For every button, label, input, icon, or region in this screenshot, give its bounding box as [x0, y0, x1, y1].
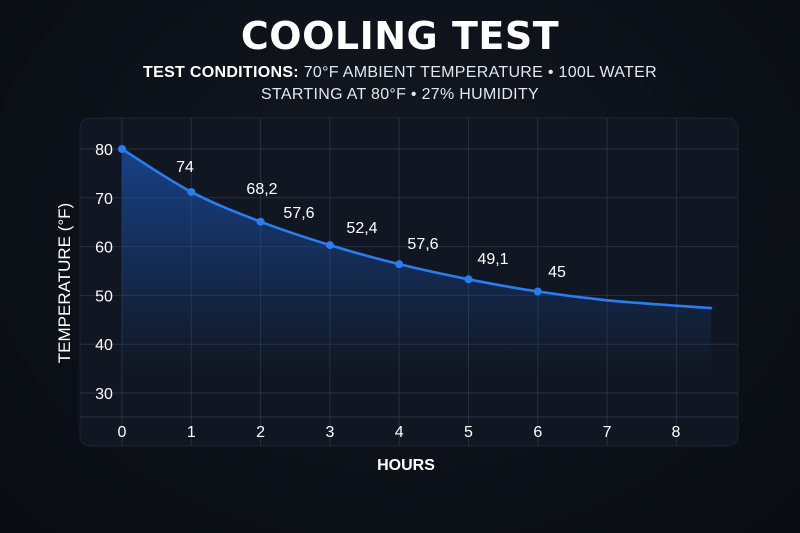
- y-tick-label: 60: [95, 240, 113, 257]
- data-label: 49,1: [477, 251, 508, 268]
- subtitle-line-1-text: 70°F AMBIENT TEMPERATURE • 100L WATER: [303, 64, 657, 81]
- data-point: [325, 241, 334, 250]
- x-tick-label: 0: [118, 424, 127, 441]
- x-tick-label: 3: [325, 424, 334, 441]
- y-tick-label: 70: [95, 191, 113, 208]
- data-point: [464, 275, 473, 284]
- x-tick-label: 8: [672, 424, 681, 441]
- data-point: [533, 287, 542, 296]
- subtitle-line-1: TEST CONDITIONS: 70°F AMBIENT TEMPERATUR…: [0, 64, 800, 82]
- y-tick-label: 80: [95, 142, 113, 159]
- y-tick-label: 30: [95, 386, 113, 403]
- data-labels: 74 68,2 57,6 52,4 57,6 49,1 45: [176, 159, 566, 281]
- y-tick-label: 50: [95, 288, 113, 305]
- data-point: [395, 260, 404, 269]
- x-ticks: 0 1 2 3 4 5 6 7 8: [118, 424, 681, 441]
- y-ticks: 30 40 50 60 70 80: [95, 142, 113, 403]
- area-fill: [122, 149, 712, 372]
- series-line: [120, 147, 713, 310]
- data-point: [118, 145, 126, 153]
- x-tick-label: 5: [464, 424, 473, 441]
- data-label: 74: [176, 159, 194, 176]
- data-label: 68,2: [246, 181, 277, 198]
- x-tick-label: 1: [187, 424, 196, 441]
- markers: [118, 145, 542, 296]
- y-axis-label: TEMPERATURE (°F): [55, 203, 74, 363]
- x-tick-label: 4: [395, 424, 404, 441]
- data-point: [187, 187, 196, 196]
- subtitle-label: TEST CONDITIONS:: [143, 64, 299, 81]
- data-point: [256, 217, 265, 226]
- data-label: 45: [548, 264, 566, 281]
- y-tick-label: 40: [95, 337, 113, 354]
- data-label: 52,4: [346, 220, 377, 237]
- subtitle-line-2: STARTING AT 80°F • 27% HUMIDITY: [261, 86, 539, 103]
- x-tick-label: 6: [533, 424, 542, 441]
- x-tick-label: 7: [603, 424, 612, 441]
- data-label: 57,6: [407, 236, 438, 253]
- x-axis-label: HOURS: [377, 457, 435, 474]
- data-label: 57,6: [283, 205, 314, 222]
- chart-title: COOLING TEST: [240, 14, 560, 58]
- x-tick-label: 2: [256, 424, 265, 441]
